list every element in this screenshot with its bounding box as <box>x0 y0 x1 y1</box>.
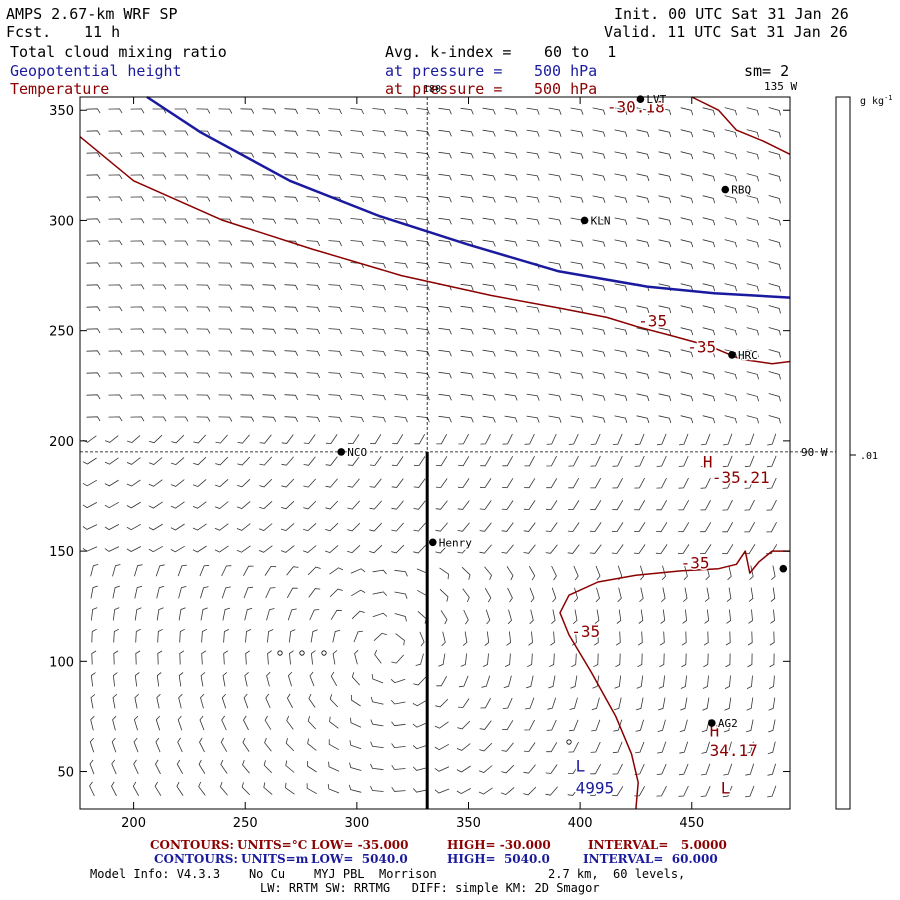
y-tick-label: 300 <box>49 214 74 229</box>
station-marker <box>721 185 730 194</box>
station-marker <box>779 564 788 573</box>
y-tick-label: 50 <box>57 766 74 781</box>
smoothing-label: sm= 2 <box>744 62 790 80</box>
contour-label: -35 <box>681 554 710 573</box>
x-tick-label: 400 <box>568 816 593 831</box>
station-label: KLN <box>591 214 611 227</box>
guide-lines: 180 135 W 90 W <box>80 80 850 809</box>
footer-temp-low: LOW= -35.000 <box>311 838 409 852</box>
calm-wind-marker <box>321 650 327 656</box>
contour-label: -35.21 <box>712 468 770 487</box>
contour-label: -35 <box>638 311 667 330</box>
colorbar: .01 g kg-1 <box>835 94 893 810</box>
station-label: NCO <box>347 446 367 459</box>
calm-wind-marker <box>566 739 572 745</box>
extremum-label: 4995 <box>576 779 615 798</box>
footer-physics: LW: RRTM SW: RRTMG DIFF: simple KM: 2D S… <box>260 881 600 895</box>
extremum-label: L <box>576 757 586 776</box>
y-tick-label: 200 <box>49 435 74 450</box>
station-marker <box>428 538 437 547</box>
axes-layer: 200 250 300 350 400 450 50 100 150 200 250 300 350 <box>49 96 791 831</box>
station-marker <box>708 719 716 727</box>
contours-layer <box>79 95 791 810</box>
field-geopotential: Geopotential height <box>10 62 182 80</box>
model-title: AMPS 2.67-km WRF SP <box>6 5 178 23</box>
footer-height-low: LOW= 5040.0 <box>311 852 408 866</box>
y-tick-label: 250 <box>49 325 74 340</box>
pressure-value-temp: 500 hPa <box>534 80 598 98</box>
footer-temp-high: HIGH= -30.000 <box>447 838 551 852</box>
footer-height-label: CONTOURS: <box>154 852 238 866</box>
station-marker <box>337 448 346 456</box>
station-marker <box>580 216 589 225</box>
calm-wind-marker <box>277 650 283 656</box>
station-label: RBQ <box>731 184 751 197</box>
valid-time: Valid. 11 UTC Sat 31 Jan 26 <box>604 23 848 41</box>
x-tick-label: 450 <box>679 816 704 831</box>
footer-height-high: HIGH= 5040.0 <box>447 852 550 866</box>
init-time: Init. 00 UTC Sat 31 Jan 26 <box>614 5 849 23</box>
x-tick-label: 250 <box>233 816 258 831</box>
footer-height-interval: INTERVAL= 60.000 <box>583 852 718 866</box>
field-cloud-mixing: Total cloud mixing ratio <box>10 43 227 61</box>
x-tick-label: 200 <box>121 816 146 831</box>
wind-barbs <box>82 107 781 798</box>
footer-temp-label: CONTOURS: <box>150 838 234 852</box>
contour-line <box>691 96 791 155</box>
lon-label-180: 180 <box>423 84 441 95</box>
station-label: Henry <box>439 536 472 549</box>
colorbar-unit: g kg-1 <box>860 94 893 107</box>
contour-label: 34.17 <box>710 741 758 760</box>
wind-barb-field <box>82 107 781 798</box>
fcst-label: Fcst. <box>6 23 52 41</box>
footer-temp-interval: INTERVAL= 5.0000 <box>588 838 727 852</box>
footer-model-info: Model Info: V4.3.3 No Cu MYJ PBL Morriso… <box>90 867 437 881</box>
station-label: HRC <box>738 349 758 362</box>
lon-label-90w: 90 W <box>801 446 828 459</box>
station-label: LVT <box>646 93 666 106</box>
station-marker <box>728 351 736 359</box>
colorbar-box <box>835 96 851 810</box>
lon-label-135w: 135 W <box>764 80 797 93</box>
stations-layer: NCO Henry KLN RBQ HRC AG2 LVT <box>337 92 788 731</box>
contour-line <box>559 550 790 810</box>
field-temperature: Temperature <box>10 80 110 98</box>
y-tick-label: 350 <box>49 104 74 119</box>
x-tick-label: 350 <box>456 816 481 831</box>
avg-range: 60 to 1 <box>544 43 617 61</box>
contour-label: -35 <box>571 622 600 641</box>
contour-line <box>79 136 791 365</box>
station-label: AG2 <box>718 717 738 730</box>
calm-wind-marker <box>299 650 305 656</box>
footer-height-units: UNITS=m <box>241 852 309 866</box>
extremum-label: L <box>721 779 731 798</box>
contour-label: -35 <box>687 338 716 357</box>
contour-line <box>146 95 791 299</box>
pressure-label-height: at pressure = <box>385 62 503 80</box>
plot-frame <box>79 96 791 810</box>
extremum-label: H <box>703 452 713 471</box>
contour-label: -30.18 <box>607 97 665 116</box>
pressure-label-temp: at pressure = <box>385 80 503 98</box>
colorbar-unit-exponent: -1 <box>884 94 892 102</box>
pressure-value-height: 500 hPa <box>534 62 598 80</box>
footer-temp-units: UNITS=°C <box>237 838 308 852</box>
y-tick-label: 100 <box>49 655 74 670</box>
colorbar-tick-label: .01 <box>860 451 878 462</box>
fcst-value: 11 h <box>84 23 121 41</box>
footer-levels: 2.7 km, 60 levels, <box>548 867 686 881</box>
x-tick-label: 300 <box>344 816 369 831</box>
avg-label: Avg. k-index = <box>385 43 512 61</box>
y-tick-label: 150 <box>49 545 74 560</box>
